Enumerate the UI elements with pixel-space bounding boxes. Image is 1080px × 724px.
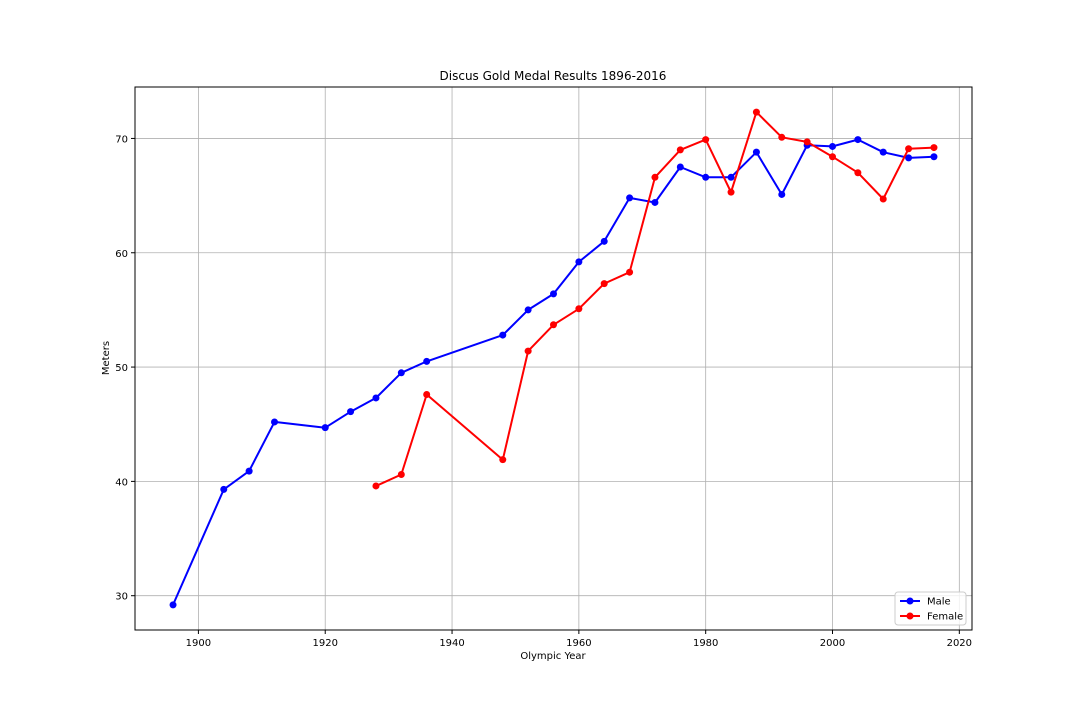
data-point-female — [727, 188, 735, 196]
data-point-male — [524, 306, 532, 314]
data-point-male — [550, 290, 557, 298]
data-point-male — [676, 163, 684, 171]
y-tick-label: 60 — [115, 249, 128, 260]
data-point-male — [220, 485, 228, 493]
data-point-male — [499, 331, 507, 339]
data-point-female — [499, 456, 507, 464]
y-tick-label: 50 — [115, 363, 128, 374]
legend-marker-male — [906, 597, 914, 605]
data-point-female — [626, 268, 634, 276]
data-point-female — [600, 280, 608, 288]
x-tick-label: 2020 — [947, 638, 972, 649]
x-axis-ticks: 1900 1920 1940 1960 1980 2000 2020 — [186, 630, 972, 649]
data-point-male — [271, 418, 278, 426]
data-point-male — [829, 142, 836, 150]
data-point-male — [854, 136, 862, 144]
plot-area — [134, 86, 973, 631]
data-point-female — [676, 146, 684, 154]
legend: Male Female — [894, 591, 967, 626]
x-tick-label: 1980 — [693, 638, 718, 649]
data-point-male — [879, 148, 887, 156]
x-axis-label: Olympic Year — [520, 651, 586, 662]
x-tick-label: 2000 — [820, 638, 845, 649]
legend-label-male: Male — [927, 597, 951, 608]
data-point-male — [575, 258, 583, 266]
data-point-female — [550, 321, 557, 329]
data-point-female — [829, 153, 836, 161]
legend-item-female: Female — [900, 612, 963, 623]
data-point-male — [930, 153, 938, 161]
data-point-male — [626, 194, 634, 202]
x-tick-label: 1960 — [566, 638, 591, 649]
x-tick-label: 1920 — [313, 638, 338, 649]
x-tick-label: 1940 — [439, 638, 464, 649]
series-female — [372, 108, 938, 490]
x-tick-label: 1900 — [186, 638, 211, 649]
data-point-female — [905, 145, 913, 153]
y-axis-ticks: 30 40 50 60 70 — [115, 134, 135, 603]
data-point-male — [600, 237, 608, 245]
legend-item-male: Male — [900, 597, 951, 608]
series-lines — [169, 108, 938, 609]
data-point-female — [702, 136, 710, 144]
data-point-male — [778, 190, 786, 198]
y-tick-label: 70 — [115, 134, 128, 145]
data-point-male — [169, 601, 177, 609]
grid — [135, 87, 972, 630]
legend-marker-female — [906, 612, 914, 620]
data-point-female — [854, 169, 862, 177]
data-point-male — [905, 154, 913, 162]
data-point-male — [347, 408, 355, 416]
y-axis-label: Meters — [101, 341, 112, 375]
data-point-male — [321, 424, 329, 432]
data-point-male — [372, 394, 380, 402]
data-point-female — [372, 482, 380, 490]
y-tick-label: 30 — [115, 592, 128, 603]
series-male — [169, 136, 938, 609]
series-line-male — [172, 138, 935, 606]
data-point-male — [245, 467, 253, 475]
chart-title: Discus Gold Medal Results 1896-2016 — [440, 69, 667, 83]
data-point-male — [423, 357, 431, 365]
data-point-male — [702, 173, 710, 181]
y-tick-label: 40 — [115, 477, 128, 488]
data-point-female — [752, 108, 760, 116]
series-line-female — [375, 111, 935, 487]
data-point-female — [778, 133, 786, 141]
data-point-female — [575, 305, 583, 313]
data-point-male — [651, 198, 659, 206]
data-point-female — [803, 138, 811, 146]
data-point-female — [397, 471, 405, 479]
data-point-female — [930, 144, 938, 152]
data-point-female — [879, 195, 887, 203]
legend-label-female: Female — [927, 612, 963, 623]
data-point-male — [727, 173, 735, 181]
data-point-female — [651, 173, 659, 181]
data-point-female — [524, 347, 532, 355]
data-point-male — [752, 148, 760, 156]
data-point-male — [397, 369, 405, 377]
data-point-female — [423, 391, 431, 399]
